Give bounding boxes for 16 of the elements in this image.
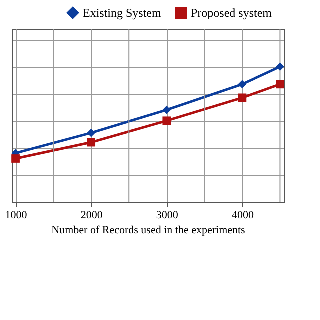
point [162, 116, 172, 126]
point [87, 128, 96, 138]
point [238, 94, 247, 102]
point [276, 80, 284, 89]
x-tick-label: 4000 [232, 210, 254, 222]
x-axis-title: Number of Records used in the experiments [52, 224, 246, 236]
point [12, 154, 20, 163]
point [162, 106, 172, 114]
point [238, 80, 247, 89]
x-tick-label: 2000 [80, 210, 104, 222]
x-tick-label: 1000 [5, 210, 28, 222]
legend-label: Proposed system [191, 6, 273, 20]
point [276, 62, 284, 72]
point [87, 138, 96, 147]
x-tick-label: 3000 [156, 210, 179, 222]
legend-label: Existing System [83, 6, 162, 20]
